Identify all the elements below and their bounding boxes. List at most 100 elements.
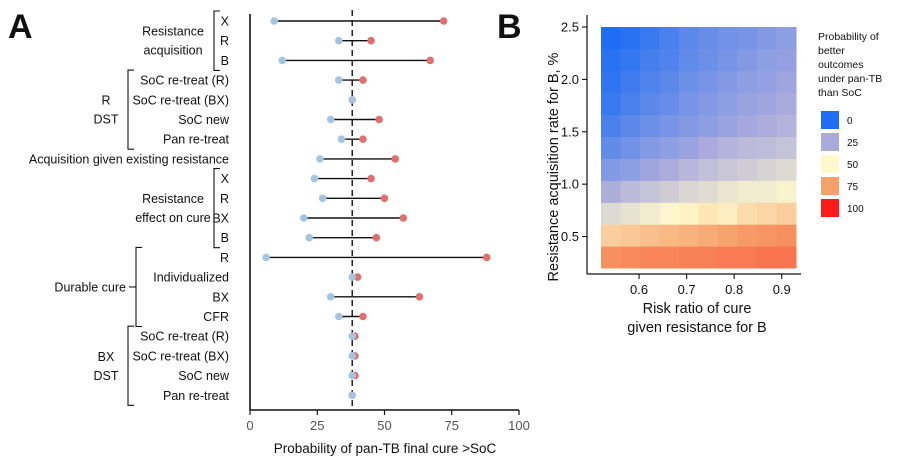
panel-b-heatmap-cell [620, 70, 641, 94]
panel-b-y-tick-label: 2.0 [561, 72, 579, 87]
panel-b-heatmap-cell [601, 92, 621, 116]
panel-b-heatmap-cell [640, 158, 660, 181]
panel-b-heatmap-cell [776, 224, 797, 247]
panel-a-low-point [348, 352, 357, 360]
panel-b-x-axis-title-line: Risk ratio of cure [643, 301, 752, 317]
panel-a-high-point [353, 273, 362, 281]
panel-b-heatmap-cell [640, 92, 660, 116]
panel-b-heatmap-cell [757, 246, 777, 269]
panel-b-heatmap-cell [620, 158, 641, 181]
panel-a-row-label: B [221, 54, 229, 68]
panel-a-high-point [399, 214, 408, 222]
panel-a-group-label: DST [94, 113, 119, 127]
panel-b-heatmap-cell [718, 48, 738, 72]
panel-b-heatmap-cell [601, 224, 621, 247]
panel-b-heatmap-cell [601, 136, 621, 160]
panel-b-heatmap-cell [737, 48, 758, 72]
panel-b-heatmap-cell [698, 180, 719, 203]
panel-a-row-label: Pan re-treat [163, 389, 230, 403]
panel-a-group-bracket [127, 325, 134, 406]
panel-b-heatmap-cell [698, 27, 719, 50]
panel-b-heatmap-cell [757, 92, 777, 116]
panel-b-heatmap-cell [757, 158, 777, 181]
panel-a-low-point [300, 214, 308, 222]
panel-a-low-point [348, 96, 357, 104]
panel-b-heatmap-cell [776, 246, 797, 269]
panel-b-heatmap-cell [718, 136, 738, 160]
panel-a-low-point [337, 135, 346, 143]
panel-b-heatmap-cell [620, 27, 641, 50]
panel-a-group-label: DST [94, 369, 119, 383]
panel-a-low-point [348, 332, 357, 341]
panel-a-low-point [270, 17, 279, 25]
panel-b-x-tick-label: 0.8 [725, 282, 743, 297]
panel-b-heatmap-cell [659, 158, 680, 181]
panel-b-heatmap-cell [659, 136, 680, 160]
panel-b-heatmap-cell [679, 158, 699, 181]
panel-a-row-label: B [221, 231, 229, 245]
panel-b-heatmap-cell [718, 246, 738, 269]
panel-a-x-axis: 0 25 50 75 100 [246, 410, 530, 433]
panel-b-heatmap-cell [601, 70, 621, 94]
panel-b-heatmap-cell [640, 70, 660, 94]
panel-a-low-point [326, 293, 335, 301]
panel-a-dumbbell-chart: X R B SoC re-treat (R) SoC re-treat (BX) SoC … [29, 10, 530, 456]
panel-b-heatmap-cell [620, 114, 641, 137]
panel-b-legend-label: 100 [847, 204, 864, 215]
panel-a-x-tick-label: 100 [508, 418, 530, 433]
panel-a-row-label: X [221, 15, 230, 29]
panel-b-legend-swatch [821, 111, 839, 129]
panel-b-legend-swatch [821, 155, 839, 173]
panel-a-low-point [262, 253, 270, 262]
panel-b-heatmap-cell [679, 136, 699, 160]
panel-b-heatmap-cell [601, 114, 621, 137]
panel-b-heatmap-cell [776, 92, 797, 116]
panel-a-row-label: SoC re-treat (BX) [132, 93, 229, 107]
panel-a-row-label: SoC re-treat (R) [140, 74, 229, 88]
panel-a-high-point [380, 194, 389, 203]
panel-b-y-tick-label: 1.0 [561, 177, 579, 192]
panel-a-x-tick-label: 25 [310, 418, 324, 433]
panel-b-x-axis-title-line: given resistance for B [627, 320, 766, 336]
panel-a-high-point [391, 155, 400, 163]
panel-a-group-label: Resistance [142, 192, 204, 206]
panel-a-high-point [415, 293, 424, 301]
panel-b-heatmap-cell [659, 180, 680, 203]
panel-a-letter: A [8, 8, 33, 46]
panel-a-rows [262, 17, 491, 400]
panel-b-heatmap-cell [620, 136, 641, 160]
panel-a-x-tick-label: 50 [377, 418, 391, 433]
panel-a-high-point [359, 312, 367, 321]
panel-b-axes: 0.5 1.0 1.5 2.0 2.5 0.6 0.7 0.8 0.9 [561, 15, 801, 297]
panel-b-heatmap-cell [737, 114, 758, 137]
panel-a-row-label: SoC new [178, 113, 230, 127]
panel-b-legend-label: 75 [847, 182, 859, 193]
panel-b-heatmap-cell [737, 136, 758, 160]
panel-b-heatmap-cell [776, 48, 797, 72]
panel-b-heatmap-cell [737, 202, 758, 225]
panel-b-heatmap-cell [601, 158, 621, 181]
panel-b-x-axis-title: Risk ratio of cure given resistance for B [627, 301, 766, 336]
panel-a-x-tick-label: 75 [445, 418, 459, 433]
panel-b-heatmap-cell [776, 202, 797, 225]
panel-b-heatmap-cell [757, 180, 777, 203]
panel-a-row-label: R [220, 192, 229, 206]
panel-b-heatmap-cell [659, 92, 680, 116]
panel-b-heatmap-cell [737, 224, 758, 247]
panel-a-row-label: BX [212, 290, 229, 304]
panel-b-heatmap-cell [679, 180, 699, 203]
panel-b-y-axis-title: Resistance acquisition rate for B, % [546, 52, 562, 281]
panel-a-low-point [334, 36, 343, 45]
panel-b-x-tick-label: 0.6 [630, 282, 648, 297]
panel-b-heatmap-cell [659, 70, 680, 94]
panel-b-heatmap-cell [776, 136, 797, 160]
panel-b-y-tick-label: 2.5 [561, 20, 579, 35]
panel-a-low-point [278, 56, 287, 65]
panel-b-heatmap-cell [718, 202, 738, 225]
panel-a-high-point [367, 174, 375, 183]
panel-b-heatmap-cell [757, 48, 777, 72]
panel-b-heatmap-cell [679, 70, 699, 94]
panel-b-legend-title-line: Probability of [818, 31, 879, 43]
panel-b-heatmap-cell [757, 136, 777, 160]
